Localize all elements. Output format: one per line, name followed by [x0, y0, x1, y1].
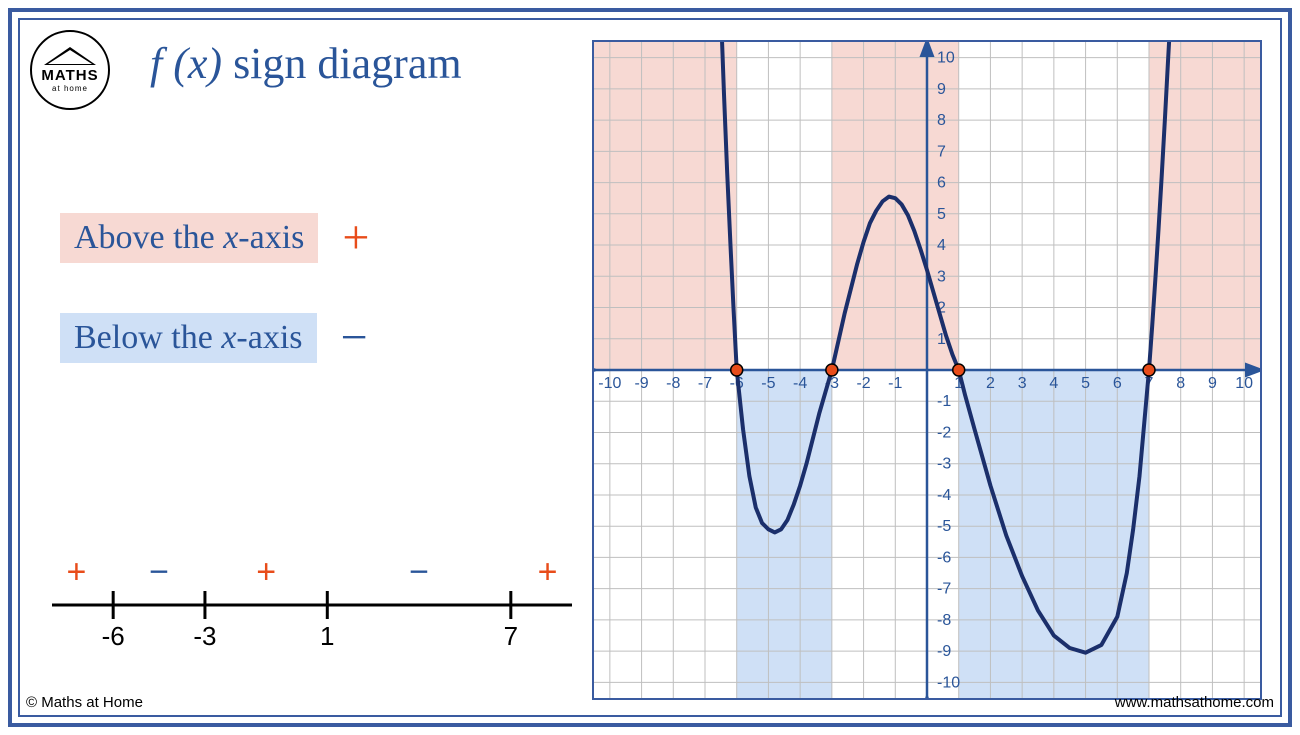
- svg-text:-8: -8: [937, 612, 951, 629]
- svg-text:4: 4: [937, 237, 946, 254]
- logo-text-sub: at home: [52, 84, 88, 93]
- svg-text:+: +: [538, 553, 558, 591]
- function-graph: -10-9-8-7-6-5-4-3-2-112345678910-10-9-8-…: [592, 40, 1262, 700]
- svg-text:3: 3: [1018, 375, 1027, 392]
- svg-text:-2: -2: [937, 424, 951, 441]
- legend-below-pre: Below the: [74, 319, 221, 356]
- svg-text:-1: -1: [937, 393, 951, 410]
- svg-text:5: 5: [1081, 375, 1090, 392]
- svg-text:-9: -9: [634, 375, 648, 392]
- svg-text:−: −: [149, 553, 169, 591]
- outer-frame: MATHS at home f (x) sign diagram Above t…: [8, 8, 1292, 727]
- svg-text:-4: -4: [937, 487, 951, 504]
- logo-text-main: MATHS: [41, 67, 98, 84]
- svg-text:5: 5: [937, 206, 946, 223]
- svg-text:-6: -6: [937, 549, 951, 566]
- logo-roof-icon: [44, 47, 96, 65]
- inner-frame: MATHS at home f (x) sign diagram Above t…: [18, 18, 1282, 717]
- legend-below-post: -axis: [236, 319, 302, 356]
- svg-text:-1: -1: [888, 375, 902, 392]
- legend-below-row: Below the x-axis −: [60, 310, 368, 365]
- svg-text:-7: -7: [937, 581, 951, 598]
- sign-diagram-svg: -6 -3 1 7 + − + − +: [52, 545, 572, 655]
- svg-text:9: 9: [937, 81, 946, 98]
- svg-text:6: 6: [937, 175, 946, 192]
- svg-text:-5: -5: [761, 375, 775, 392]
- svg-text:10: 10: [937, 50, 955, 67]
- page-title: f (x) sign diagram: [150, 38, 462, 89]
- footer-copyright: © Maths at Home: [26, 694, 143, 711]
- legend-above-post: -axis: [238, 219, 304, 256]
- legend-above-box: Above the x-axis: [60, 213, 318, 263]
- svg-text:7: 7: [937, 143, 946, 160]
- svg-text:-6: -6: [102, 621, 125, 651]
- function-graph-svg: -10-9-8-7-6-5-4-3-2-112345678910-10-9-8-…: [594, 42, 1260, 698]
- legend-below-sign: −: [341, 310, 368, 365]
- svg-text:7: 7: [504, 621, 518, 651]
- svg-text:-2: -2: [856, 375, 870, 392]
- legend-above-sign: +: [342, 210, 369, 265]
- svg-text:8: 8: [1176, 375, 1185, 392]
- svg-text:-7: -7: [698, 375, 712, 392]
- svg-text:3: 3: [937, 268, 946, 285]
- svg-text:−: −: [409, 553, 429, 591]
- svg-text:-8: -8: [666, 375, 680, 392]
- logo: MATHS at home: [30, 30, 110, 110]
- svg-text:+: +: [67, 553, 87, 591]
- svg-text:-3: -3: [937, 456, 951, 473]
- svg-text:4: 4: [1049, 375, 1058, 392]
- legend-above-pre: Above the: [74, 219, 223, 256]
- svg-text:-9: -9: [937, 643, 951, 660]
- svg-text:8: 8: [937, 112, 946, 129]
- legend-below-x: x: [221, 319, 236, 356]
- svg-text:6: 6: [1113, 375, 1122, 392]
- svg-text:-10: -10: [598, 375, 621, 392]
- legend-below-box: Below the x-axis: [60, 313, 317, 363]
- svg-text:9: 9: [1208, 375, 1217, 392]
- svg-text:-5: -5: [937, 518, 951, 535]
- svg-text:1: 1: [320, 621, 334, 651]
- title-rest: sign diagram: [222, 39, 462, 88]
- sign-diagram: -6 -3 1 7 + − + − +: [52, 545, 572, 655]
- legend-above-x: x: [223, 219, 238, 256]
- svg-text:10: 10: [1235, 375, 1253, 392]
- svg-text:2: 2: [986, 375, 995, 392]
- footer-url: www.mathsathome.com: [1115, 694, 1274, 711]
- legend-above-row: Above the x-axis +: [60, 210, 369, 265]
- svg-text:-3: -3: [193, 621, 216, 651]
- svg-text:-10: -10: [937, 674, 960, 691]
- svg-text:-4: -4: [793, 375, 807, 392]
- title-fx: f (x): [150, 39, 222, 88]
- svg-text:+: +: [256, 553, 276, 591]
